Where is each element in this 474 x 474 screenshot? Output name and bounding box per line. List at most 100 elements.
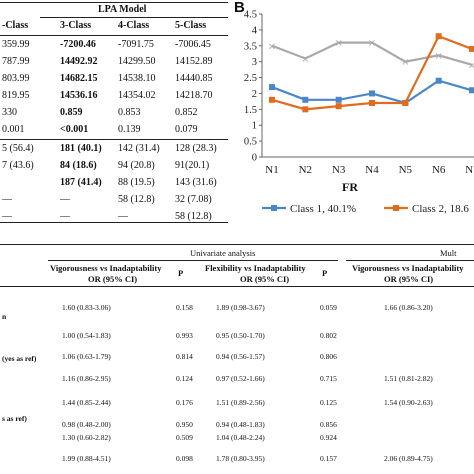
- lpa-cell: 142 (31.4): [118, 143, 160, 154]
- x-tick-label: N3: [332, 164, 346, 176]
- lpa-col-header: 4-Class: [118, 20, 150, 31]
- lpa-cell: —: [118, 211, 128, 222]
- x-tick-label: N6: [432, 164, 446, 176]
- lpa-cell: 91(20.1): [175, 160, 210, 171]
- lpa-cell: -7200.46: [60, 39, 96, 50]
- lpa-cell: 14152.89: [175, 56, 213, 67]
- lpa-cell: 14299.50: [118, 56, 156, 67]
- lpa-cell: 5 (56.4): [2, 143, 34, 154]
- lpa-model-table: LPA Model -Class 3-Class 4-Class 5-Class…: [0, 0, 228, 226]
- table-cell: 0.176: [176, 398, 193, 407]
- series-marker: [269, 84, 275, 91]
- x-tick-label: N4: [365, 164, 379, 176]
- legend-label: Class 2, 18.6: [412, 203, 469, 215]
- table-cell: 0.802: [320, 331, 337, 340]
- lpa-cell: 330: [2, 107, 17, 118]
- panel-label: B: [234, 0, 245, 16]
- table-cell: 1.54 (0.90-2.63): [384, 398, 433, 407]
- table-cell: 0.95 (0.50-1.70): [216, 331, 265, 340]
- table-cell: 1.99 (0.88-4.51): [62, 454, 111, 463]
- table-rule: [0, 244, 474, 245]
- univariate-table: Univariate analysis Mult Vigorousness vs…: [0, 244, 474, 474]
- y-tick-label: 1: [252, 121, 257, 132]
- table-cell: 0.98 (0.48-2.00): [62, 420, 111, 429]
- y-tick-label: 4.5: [244, 10, 257, 21]
- table-cell: 0.94 (0.48-1.83): [216, 420, 265, 429]
- lpa-cell: —: [60, 211, 70, 222]
- series-marker: [335, 103, 342, 110]
- table-cell: 0.993: [176, 331, 193, 340]
- table-cell: 0.124: [176, 374, 193, 383]
- lpa-cell: —: [2, 211, 12, 222]
- group-header-right: Mult: [440, 248, 457, 258]
- y-tick-label: 0: [252, 153, 257, 164]
- table-rule: [0, 2, 228, 3]
- y-tick-label: 2: [252, 89, 257, 100]
- table-cell: 0.059: [320, 303, 337, 312]
- col-header-p: P: [322, 268, 328, 278]
- lpa-cell: 128 (28.3): [175, 143, 217, 154]
- table-cell: 1.66 (0.86-3.20): [384, 303, 433, 312]
- class-profile-chart: B 0 0.5 1 1.5 2 2.5 3 3.5 4 4.5 N1 N2 N3 N4 N5 N6 N7 FR × ×…: [228, 0, 474, 226]
- lpa-cell: 7 (43.6): [2, 160, 34, 171]
- table-cell: 0.125: [320, 398, 337, 407]
- table-rule: [0, 139, 228, 140]
- lpa-cell: 0.852: [175, 107, 198, 118]
- col-header-flex: Flexibility vs Inadaptability: [205, 263, 306, 273]
- table-cell: 0.806: [320, 352, 337, 361]
- lpa-cell: 14536.16: [60, 90, 98, 101]
- table-rule: [346, 260, 474, 261]
- table-cell: 1.78 (0.80-3.95): [216, 454, 265, 463]
- table-cell: 1.60 (0.83-3.06): [62, 303, 111, 312]
- table-cell: 0.715: [320, 374, 337, 383]
- legend-marker: [271, 205, 277, 211]
- table-cell: 1.00 (0.54-1.83): [62, 331, 111, 340]
- series-marker: [335, 96, 342, 103]
- table-cell: 1.51 (0.89-2.56): [216, 398, 265, 407]
- series-marker: [302, 106, 309, 113]
- col-header-vigor: Vigorousness vs Inadaptability: [50, 263, 162, 273]
- col-header-or: OR (95% CI): [384, 274, 434, 284]
- table-cell: 0.856: [320, 420, 337, 429]
- lpa-cell: 14440.85: [175, 73, 213, 84]
- table-rule: [0, 35, 228, 36]
- lpa-cell: 143 (31.6): [175, 177, 217, 188]
- lpa-cell: 84 (18.6): [60, 160, 97, 171]
- lpa-cell: —: [60, 194, 70, 205]
- table-cell: 0.157: [320, 454, 337, 463]
- lpa-cell: —: [2, 194, 12, 205]
- lpa-cell: <0.001: [60, 124, 89, 135]
- series-marker: ×: [368, 38, 376, 49]
- table-cell: 0.94 (0.56-1.57): [216, 352, 265, 361]
- x-tick-label: N2: [299, 164, 312, 176]
- series-marker: ×: [301, 54, 309, 65]
- lpa-cell: 88 (19.5): [118, 177, 155, 188]
- table-cell: 0.509: [176, 433, 193, 442]
- lpa-cell: 32 (7.08): [175, 194, 212, 205]
- lpa-cell: 0.859: [60, 107, 83, 118]
- lpa-cell: 14354.02: [118, 90, 156, 101]
- lpa-cell: -7091.75: [118, 39, 154, 50]
- col-header-vigor-multi: Vigorousness vs Inadaptability: [352, 263, 464, 273]
- series-marker: [302, 96, 309, 103]
- y-tick-label: 0.5: [244, 137, 257, 148]
- table-cell: 2.06 (0.89-4.75): [384, 454, 433, 463]
- table-cell: 1.44 (0.85-2.44): [62, 398, 111, 407]
- table-cell: 1.04 (0.48-2.24): [216, 433, 265, 442]
- table-cell: 0.814: [176, 352, 193, 361]
- lpa-cell: 0.139: [118, 124, 141, 135]
- series-marker: [269, 96, 275, 103]
- series-marker: ×: [434, 51, 442, 62]
- lpa-cell: 787.99: [2, 56, 30, 67]
- row-label: n: [2, 312, 7, 321]
- table-cell: 0.098: [176, 454, 193, 463]
- series-marker: ×: [268, 41, 276, 52]
- lpa-cell: 0.079: [175, 124, 198, 135]
- table-cell: 0.950: [176, 420, 193, 429]
- col-header-or: OR (95% CI): [240, 274, 290, 284]
- y-tick-label: 1.5: [244, 105, 257, 116]
- y-tick-label: 3.5: [244, 41, 257, 52]
- lpa-cell: 14492.92: [60, 56, 98, 67]
- series-marker: [369, 90, 375, 97]
- table-cell: 0.924: [320, 433, 337, 442]
